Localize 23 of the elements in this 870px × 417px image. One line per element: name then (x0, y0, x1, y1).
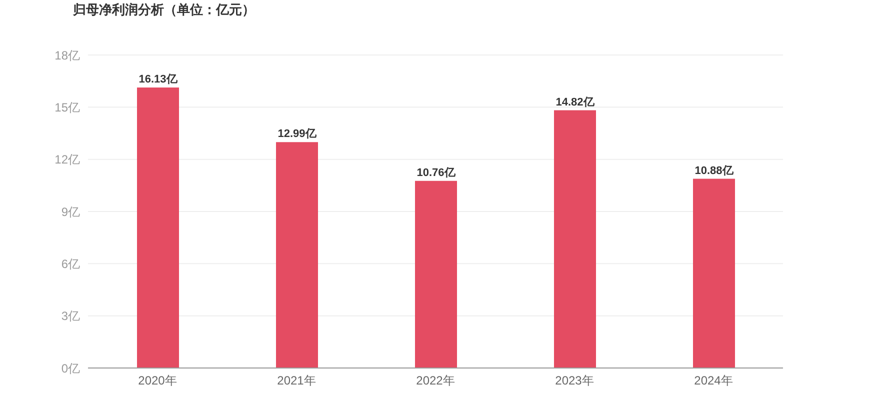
bar (137, 88, 179, 368)
x-tick-label: 2023年 (555, 374, 594, 388)
bar (415, 180, 457, 368)
data-label: 10.76亿 (416, 166, 456, 179)
x-tick-label: 2024年 (694, 374, 733, 388)
data-label: 14.82亿 (556, 96, 596, 108)
bar (276, 142, 318, 368)
data-label: 10.88亿 (694, 164, 734, 177)
y-tick-label: 15亿 (54, 100, 80, 114)
x-tick-label: 2021年 (277, 374, 316, 388)
y-tick-label: 12亿 (54, 152, 80, 167)
data-label: 16.13亿 (138, 74, 178, 86)
y-tick-label: 0亿 (61, 361, 80, 376)
chart-title: 归母净利润分析（单位：亿元） (73, 1, 255, 19)
x-tick-label: 2022年 (416, 374, 455, 388)
y-tick-label: 6亿 (61, 256, 80, 271)
y-tick-label: 18亿 (54, 48, 80, 62)
y-tick-label: 9亿 (61, 204, 80, 219)
x-tick-label: 2020年 (138, 374, 177, 388)
data-label: 12.99亿 (278, 128, 318, 140)
bar (554, 110, 596, 368)
y-tick-label: 3亿 (61, 309, 80, 324)
bar (693, 178, 735, 368)
